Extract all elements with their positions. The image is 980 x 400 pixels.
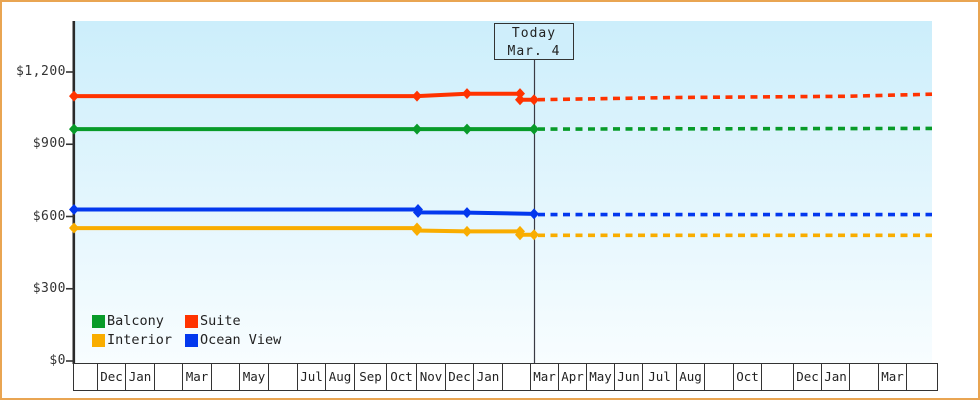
x-axis-empty-cell xyxy=(211,363,240,391)
legend-item-ocean-view: Ocean View xyxy=(185,332,282,348)
data-point-marker[interactable] xyxy=(69,90,79,102)
x-axis-empty-cell xyxy=(704,363,734,391)
x-axis-month-cell: Jun xyxy=(614,363,643,391)
data-point-marker[interactable] xyxy=(412,224,422,236)
y-axis-label: $600 xyxy=(32,208,66,224)
data-point-marker[interactable] xyxy=(462,123,472,135)
suite-swatch-icon xyxy=(185,314,198,328)
data-point-marker[interactable] xyxy=(412,123,422,135)
data-point-marker[interactable] xyxy=(69,222,79,234)
legend-item-interior: Interior xyxy=(92,332,185,348)
data-point-marker[interactable] xyxy=(413,206,423,218)
x-axis-month-cell: Apr xyxy=(558,363,587,391)
x-axis-month-cell: Nov xyxy=(416,363,446,391)
x-axis-empty-cell xyxy=(849,363,879,391)
legend-label: Suite xyxy=(200,313,241,329)
x-axis-month-cell: Jan xyxy=(473,363,503,391)
x-axis-month-cell: Jul xyxy=(297,363,326,391)
x-axis-month-cell: Oct xyxy=(733,363,762,391)
today-marker-box: Today Mar. 4 xyxy=(494,23,574,60)
interior-swatch-icon xyxy=(92,333,105,347)
y-axis-label: $0 xyxy=(49,353,66,368)
data-point-marker[interactable] xyxy=(462,207,472,219)
legend-label: Interior xyxy=(107,332,173,348)
legend-item-suite: Suite xyxy=(185,313,281,329)
x-axis-month-cell: Mar xyxy=(878,363,907,391)
data-point-marker[interactable] xyxy=(462,88,472,100)
series-forecast-suite xyxy=(537,92,933,102)
x-axis-empty-cell xyxy=(761,363,794,391)
x-axis-month-cell: Jan xyxy=(821,363,850,391)
x-axis-month-cell: Mar xyxy=(530,363,559,391)
x-axis-month-row: Dec Jan Mar May Jul Aug Sep Oct Nov Dec Jan Mar Apr M… xyxy=(73,363,938,391)
ocean-view-swatch-icon xyxy=(185,333,198,347)
x-axis-month-cell: Aug xyxy=(325,363,355,391)
data-point-marker[interactable] xyxy=(69,204,79,216)
x-axis-month-cell: Dec xyxy=(97,363,126,391)
legend-label: Ocean View xyxy=(200,332,282,348)
x-axis-month-cell: May xyxy=(586,363,615,391)
x-axis-month-cell: Sep xyxy=(354,363,387,391)
x-axis-month-cell: Jul xyxy=(642,363,677,391)
x-axis-month-cell: Mar xyxy=(182,363,212,391)
x-axis-empty-cell xyxy=(268,363,298,391)
legend-item-balcony: Balcony xyxy=(92,313,185,329)
y-axis-label: $1,200 xyxy=(16,64,66,79)
x-axis-empty-cell xyxy=(154,363,183,391)
today-date: Mar. 4 xyxy=(507,44,561,59)
data-point-marker[interactable] xyxy=(529,94,539,106)
data-point-marker[interactable] xyxy=(515,88,525,100)
x-axis-month-cell: Oct xyxy=(386,363,417,391)
x-axis-month-cell: Aug xyxy=(676,363,705,391)
legend-label: Balcony xyxy=(107,313,164,329)
data-point-marker[interactable] xyxy=(69,123,79,135)
x-axis-month-cell: Dec xyxy=(793,363,822,391)
balcony-swatch-icon xyxy=(92,314,105,328)
data-point-marker[interactable] xyxy=(529,123,539,135)
data-point-marker[interactable] xyxy=(515,229,525,241)
x-axis-empty-cell xyxy=(502,363,531,391)
y-axis-label: $900 xyxy=(32,136,66,152)
x-axis-empty-cell xyxy=(906,363,938,391)
data-point-marker[interactable] xyxy=(529,208,539,220)
x-axis-month-cell: Jan xyxy=(125,363,155,391)
today-label: Today xyxy=(511,26,557,41)
data-point-marker[interactable] xyxy=(529,229,539,241)
x-axis-empty-cell xyxy=(73,363,98,391)
data-point-marker[interactable] xyxy=(412,90,422,102)
legend: Balcony Suite Interior Ocean View xyxy=(92,313,282,348)
y-axis-label: $300 xyxy=(32,280,66,296)
data-point-marker[interactable] xyxy=(462,225,472,237)
x-axis-month-cell: May xyxy=(239,363,269,391)
series-forecast-balcony xyxy=(537,126,933,131)
data-point-marker[interactable] xyxy=(515,94,525,106)
plot-area[interactable] xyxy=(74,21,932,363)
x-axis-month-cell: Dec xyxy=(445,363,474,391)
